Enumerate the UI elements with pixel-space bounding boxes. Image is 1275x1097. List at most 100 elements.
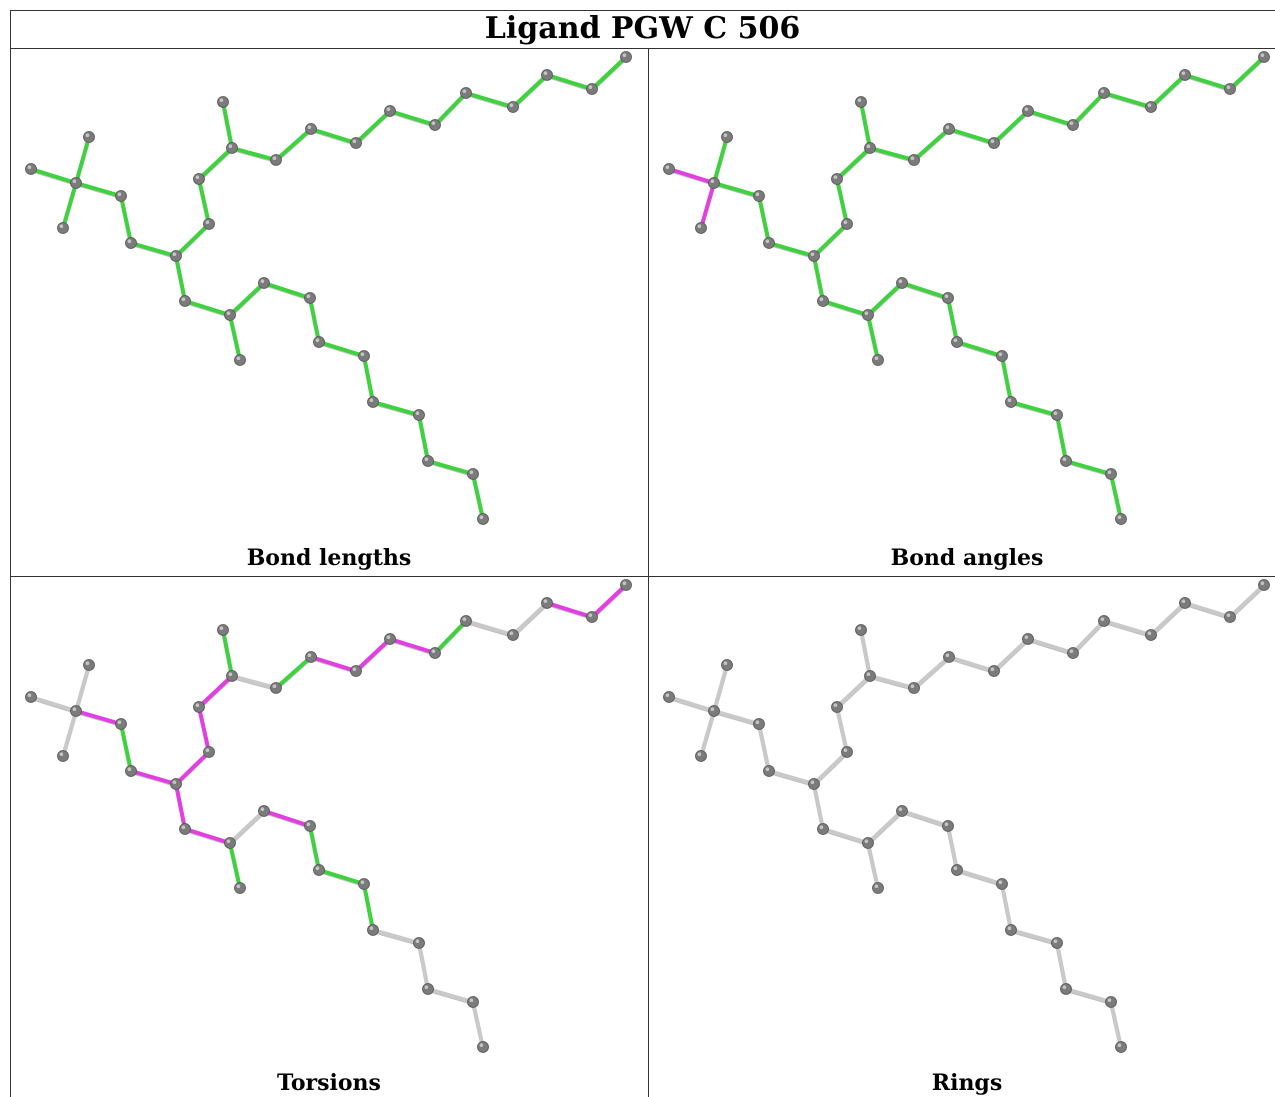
atom-highlight xyxy=(910,684,915,688)
atom xyxy=(1258,579,1270,591)
atom xyxy=(413,937,425,949)
atom xyxy=(808,250,820,262)
atom xyxy=(695,750,707,762)
atom xyxy=(217,96,229,108)
bond-ok xyxy=(757,194,771,245)
panel-rings xyxy=(663,579,1270,1053)
panel-bond-lengths xyxy=(25,51,632,525)
bond-outlier xyxy=(262,809,312,828)
atom-highlight xyxy=(543,599,548,603)
atom xyxy=(620,579,632,591)
bond-neutral xyxy=(1055,941,1068,991)
bond-ok xyxy=(767,241,816,258)
bond-neutral xyxy=(868,674,916,690)
atom xyxy=(358,350,370,362)
bond-outlier xyxy=(174,782,187,831)
atom-highlight xyxy=(352,139,357,143)
atom-highlight xyxy=(172,252,177,256)
bond-neutral xyxy=(712,663,729,713)
atom-highlight xyxy=(1100,617,1105,621)
atom-highlight xyxy=(622,581,627,585)
atom-highlight xyxy=(1007,398,1012,403)
atom-highlight xyxy=(543,71,548,75)
atom xyxy=(1179,69,1191,81)
bond-ok xyxy=(174,254,187,303)
bond-neutral xyxy=(859,628,872,678)
atom xyxy=(943,123,955,135)
atom xyxy=(203,746,215,758)
atom-highlight xyxy=(874,356,879,361)
atom-highlight xyxy=(509,631,514,635)
bond-neutral xyxy=(1109,1000,1123,1049)
bond-ok xyxy=(362,354,375,404)
bond-ok xyxy=(426,459,475,476)
bond-ok xyxy=(1026,109,1075,127)
table-top-border xyxy=(10,10,1275,11)
atom-highlight xyxy=(415,411,420,416)
atom-highlight xyxy=(665,165,670,169)
atom xyxy=(708,705,720,717)
bond-ok xyxy=(511,73,549,109)
atom-highlight xyxy=(944,294,949,299)
atom-highlight xyxy=(990,667,995,671)
atom xyxy=(808,778,820,790)
atom xyxy=(817,823,829,835)
atom xyxy=(620,51,632,63)
atom-highlight xyxy=(874,884,879,888)
atom xyxy=(541,69,553,81)
atom xyxy=(541,597,553,609)
atom xyxy=(258,805,270,817)
atom xyxy=(460,87,472,99)
atom-highlight xyxy=(945,653,950,657)
bond-ok xyxy=(74,135,91,185)
atom xyxy=(422,983,434,995)
bond-ok xyxy=(812,254,825,303)
bond-ok xyxy=(274,655,313,690)
bond-outlier xyxy=(667,167,716,185)
bond-ok xyxy=(228,313,242,362)
bond-neutral xyxy=(371,928,421,945)
atom-highlight xyxy=(85,661,90,665)
bond-neutral xyxy=(946,824,959,872)
atom xyxy=(1005,396,1017,408)
bond-neutral xyxy=(1071,619,1106,655)
bond-neutral xyxy=(1064,987,1113,1004)
atom-highlight xyxy=(1147,631,1152,635)
atom xyxy=(951,336,963,348)
atom xyxy=(1098,87,1110,99)
bond-ok xyxy=(1109,472,1123,521)
bond-ok xyxy=(197,177,211,226)
atom-highlight xyxy=(236,884,241,888)
atom xyxy=(753,190,765,202)
atom xyxy=(507,629,519,641)
atom xyxy=(224,309,236,321)
bond-ok xyxy=(228,281,266,317)
atom-highlight xyxy=(1117,1043,1122,1047)
atom xyxy=(951,864,963,876)
atom xyxy=(586,611,598,623)
atom xyxy=(1051,937,1063,949)
atom xyxy=(663,163,675,175)
atom-highlight xyxy=(588,85,593,89)
atom xyxy=(763,765,775,777)
atom xyxy=(313,336,325,348)
atom xyxy=(507,101,519,113)
bond-neutral xyxy=(812,782,825,831)
atom-highlight xyxy=(307,653,312,657)
bond-neutral xyxy=(992,637,1030,673)
atom xyxy=(170,250,182,262)
atom xyxy=(1224,611,1236,623)
bond-ok xyxy=(119,722,133,773)
atom xyxy=(831,173,843,185)
bond-neutral xyxy=(230,674,278,690)
caption-torsions: Torsions xyxy=(277,1070,381,1096)
atom-highlight xyxy=(819,297,824,302)
bond-outlier xyxy=(545,601,594,619)
bond-outlier xyxy=(590,583,628,619)
atom-highlight xyxy=(306,822,311,826)
atom xyxy=(1105,996,1117,1008)
bond-ok xyxy=(230,146,278,162)
atom-highlight xyxy=(424,457,429,462)
atom xyxy=(1105,468,1117,480)
atom xyxy=(872,882,884,894)
